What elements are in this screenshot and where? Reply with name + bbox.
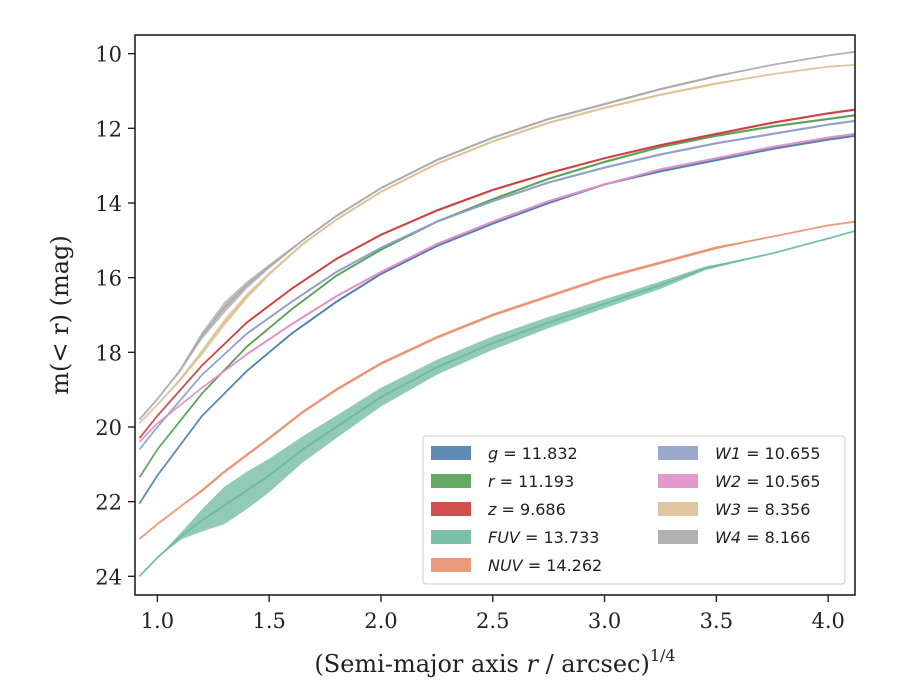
y-tick-label: 24 xyxy=(95,565,122,589)
x-tick-label: 1.5 xyxy=(252,609,285,633)
series-w2 xyxy=(138,132,855,443)
x-tick-label: 4.0 xyxy=(811,609,844,633)
series-fuv xyxy=(138,230,855,577)
series-w1-line xyxy=(138,120,855,450)
series-w3 xyxy=(138,64,855,424)
legend-label: W3 = 8.356 xyxy=(715,500,810,519)
y-tick-label: 16 xyxy=(95,267,122,291)
legend-item-w3: W3 = 8.356 xyxy=(658,500,810,519)
legend-item-nuv: NUV = 14.262 xyxy=(431,556,602,575)
plot-frame xyxy=(134,34,856,596)
y-tick-label: 22 xyxy=(95,491,122,515)
x-axis: 1.0 1.5 2.0 2.5 3.0 3.5 4.0 xyxy=(141,595,845,633)
series-z-line xyxy=(138,108,855,439)
series-w2-line xyxy=(138,133,855,443)
y-tick-label: 18 xyxy=(95,341,122,365)
legend-label: g = 11.832 xyxy=(488,444,578,463)
y-tick-label: 10 xyxy=(95,43,122,67)
x-tick-label: 3.0 xyxy=(588,609,621,633)
legend-label: W4 = 8.166 xyxy=(715,528,810,547)
legend-item-w2: W2 = 10.565 xyxy=(658,472,821,491)
legend: g = 11.832 r = 11.193 z = 9.686 FUV = 13.73… xyxy=(422,435,846,585)
legend-swatch xyxy=(431,530,471,544)
x-axis-title: (Semi-major axis r / arcsec)1/4 xyxy=(314,646,675,678)
y-tick-label: 20 xyxy=(95,416,122,440)
legend-swatch xyxy=(431,502,471,516)
legend-label: W2 = 10.565 xyxy=(715,472,821,491)
y-tick-label: 14 xyxy=(95,192,122,216)
series-g xyxy=(138,134,855,504)
legend-label: NUV = 14.262 xyxy=(488,556,602,575)
legend-swatch xyxy=(431,558,471,572)
legend-item-w4: W4 = 8.166 xyxy=(658,528,810,547)
series-g-line xyxy=(138,134,855,504)
legend-swatch xyxy=(431,446,471,460)
series-w1 xyxy=(138,119,855,450)
legend-item-w1: W1 = 10.655 xyxy=(658,444,821,463)
legend-label: FUV = 13.733 xyxy=(488,528,599,547)
series-layer xyxy=(138,50,855,577)
legend-frame xyxy=(422,435,846,585)
legend-swatch xyxy=(658,446,698,460)
series-w3-line xyxy=(138,64,855,424)
y-tick-label: 12 xyxy=(95,117,122,141)
series-fuv-line xyxy=(138,230,855,577)
y-axis: 10 12 14 16 18 20 22 24 xyxy=(95,43,135,589)
series-nuv xyxy=(138,220,855,540)
legend-swatch xyxy=(658,502,698,516)
series-z xyxy=(138,108,855,439)
legend-swatch xyxy=(431,474,471,488)
series-nuv-line xyxy=(138,220,855,540)
series-w4 xyxy=(138,50,855,421)
x-tick-label: 2.0 xyxy=(364,609,397,633)
legend-label: r = 11.193 xyxy=(488,472,574,491)
legend-label: z = 9.686 xyxy=(487,500,566,519)
legend-swatch xyxy=(658,474,698,488)
legend-item-g: g = 11.832 xyxy=(431,444,578,463)
legend-item-fuv: FUV = 13.733 xyxy=(431,528,599,547)
y-axis-title: m(< r) (mag) xyxy=(46,235,74,394)
series-w4-line xyxy=(138,50,855,421)
legend-item-r: r = 11.193 xyxy=(431,472,574,491)
x-tick-label: 1.0 xyxy=(141,609,174,633)
legend-swatch xyxy=(658,530,698,544)
x-tick-label: 3.5 xyxy=(700,609,733,633)
legend-item-z: z = 9.686 xyxy=(431,500,566,519)
legend-label: W1 = 10.655 xyxy=(715,444,821,463)
x-tick-label: 2.5 xyxy=(476,609,509,633)
